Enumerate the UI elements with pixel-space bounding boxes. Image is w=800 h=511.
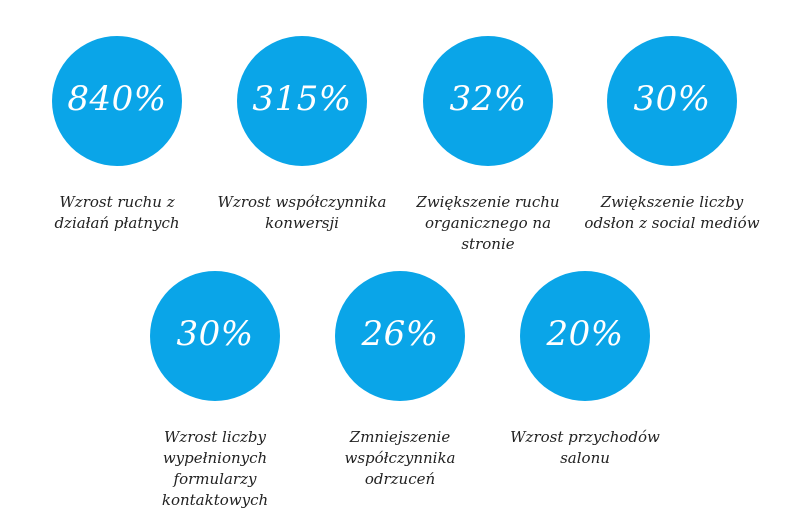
stat-value: 32% [449,79,527,119]
stat-label-line: Wzrost przychodów [510,428,660,446]
stat-circle: 30% [607,36,737,166]
stat-label-line: konwersji [265,214,339,232]
stat-card-social-views: 30% Zwiększenie liczby odsłon z social m… [572,36,772,234]
stat-value: 30% [633,79,711,119]
stat-card-paid-traffic: 840% Wzrost ruchu z działań płatnych [17,36,217,234]
stat-label-line: organicznego na stronie [424,214,552,253]
stat-circle: 26% [335,271,465,401]
stat-label: Wzrost liczby wypełnionych formularzy ko… [125,427,305,511]
stat-label-line: Wzrost ruchu z [59,193,175,211]
stat-value: 20% [546,314,624,354]
stat-label-line: działań płatnych [54,214,180,232]
stat-card-conversion-rate: 315% Wzrost współczynnika konwersji [202,36,402,234]
stat-circle: 840% [52,36,182,166]
stat-card-organic-traffic: 32% Zwiększenie ruchu organicznego na st… [388,36,588,255]
stat-value: 315% [252,79,352,119]
stat-label: Zwiększenie ruchu organicznego na stroni… [398,192,578,255]
stat-card-bounce-rate: 26% Zmniejszenie współczynnika odrzuceń [300,271,500,490]
stat-circle: 30% [150,271,280,401]
stat-label-line: Zmniejszenie [349,428,451,446]
stat-value: 30% [176,314,254,354]
stat-circle: 20% [520,271,650,401]
stat-label-line: odrzuceń [364,470,436,488]
stat-label-line: Zwiększenie ruchu [416,193,560,211]
stat-label: Zwiększenie liczby odsłon z social medió… [582,192,762,234]
stat-circle: 32% [423,36,553,166]
stat-label-line: odsłon z social mediów [584,214,760,232]
stat-label: Wzrost ruchu z działań płatnych [27,192,207,234]
stat-card-contact-forms: 30% Wzrost liczby wypełnionych formularz… [115,271,315,511]
stat-label-line: Zwiększenie liczby [600,193,744,211]
stat-card-salon-revenue: 20% Wzrost przychodów salonu [485,271,685,469]
stat-label-line: salonu [560,449,610,467]
stat-circle: 315% [237,36,367,166]
stat-label-line: wypełnionych formularzy [162,449,268,488]
stat-label-line: Wzrost współczynnika [217,193,387,211]
stat-label: Zmniejszenie współczynnika odrzuceń [310,427,490,490]
stat-value: 840% [67,79,167,119]
stat-label: Wzrost współczynnika konwersji [212,192,392,234]
stat-value: 26% [361,314,439,354]
stat-label-line: współczynnika [344,449,456,467]
stat-label: Wzrost przychodów salonu [495,427,675,469]
stat-label-line: Wzrost liczby [164,428,266,446]
stat-label-line: kontaktowych [161,491,269,509]
